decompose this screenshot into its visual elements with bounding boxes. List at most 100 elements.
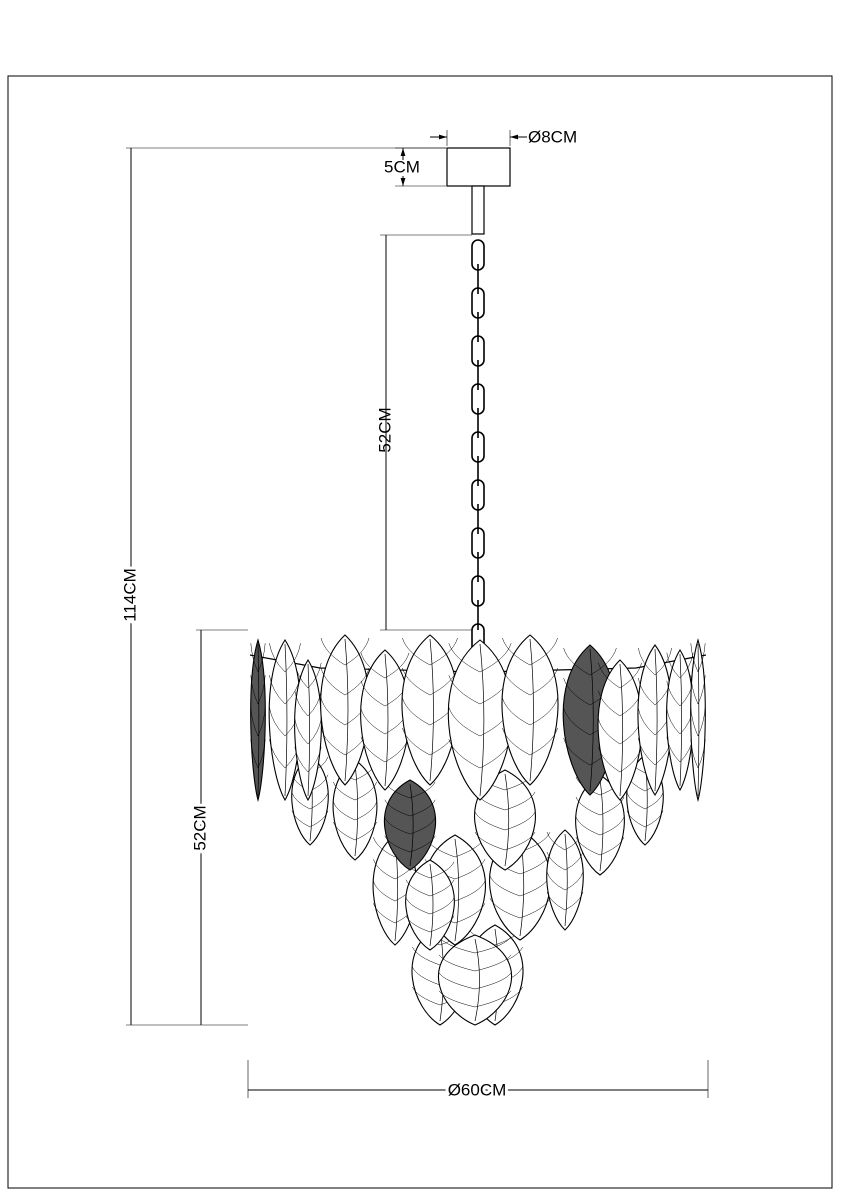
leaves [249,634,707,1026]
leaf [401,634,459,786]
leaf-vein [589,648,594,792]
leaf-outline [666,648,694,792]
leaf-vein [384,653,389,787]
leaf-outline [250,638,266,803]
leaf-vein [429,863,434,947]
leaf-vein [291,810,329,828]
leaf [546,829,584,931]
leaf-vein [354,763,359,857]
chain [471,239,485,655]
leaf-vein [575,816,625,836]
leaf-vein [438,954,512,972]
leaf-vein [269,643,301,673]
leaf-vein [626,810,664,828]
leaf [437,934,513,1026]
leaf-vein [546,871,584,891]
leaf-vein [294,662,322,689]
frame [7,75,833,1189]
leaf-vein [448,643,512,673]
leaf [690,638,706,803]
leaf-vein [546,891,584,911]
leaf [250,638,266,803]
leaf-vein [409,783,414,867]
leaf-vein [320,667,370,696]
leaf-vein [504,773,510,867]
leaf-vein [344,638,349,782]
leaf-vein [307,663,310,797]
leaf-vein [405,897,455,915]
leaf-vein [250,643,266,673]
leaf-vein [697,643,700,797]
leaf-vein [333,821,377,841]
rod [471,185,485,235]
leaf-vein [250,739,266,769]
leaf-vein [619,663,624,797]
leaf-vein [384,817,436,835]
leaf [332,759,378,861]
dimension-label: 5CM [384,157,420,176]
leaf-vein [257,643,260,797]
dimension-label: 52CM [375,407,394,452]
leaf [383,779,437,871]
leaf-vein [474,938,480,1022]
leaf-vein [474,831,536,851]
leaf [666,648,694,792]
leaf-outline [383,779,437,871]
leaf-outline [405,859,455,951]
leaf [597,659,643,801]
leaf-vein [454,838,460,942]
dimension-label: Ø8CM [528,127,577,146]
leaf-vein [690,707,706,737]
leaf-vein [502,667,558,696]
leaf [405,859,455,951]
chain-length-dimension: 52CM [375,234,472,631]
leaf-vein [546,851,584,871]
leaf-vein [626,792,664,810]
leaf-outline [546,829,584,931]
leaf-vein [575,796,625,816]
body-diameter-dimension: Ø60CM [247,1060,709,1102]
leaf-vein [529,638,534,782]
leaf-vein [291,792,329,810]
leaf-outline [474,769,536,871]
leaf-vein [690,675,706,705]
leaf-vein [563,647,617,676]
leaf-vein [502,727,558,756]
leaf-vein [598,662,642,689]
leaf-vein [474,811,536,831]
leaf-vein [637,647,673,676]
leaf-vein [250,675,266,705]
canopy-height-dimension: 5CM [384,147,446,187]
leaf [575,774,625,876]
dimension-label: 52CM [190,805,209,850]
leaf-vein [564,833,568,927]
leaf-vein [333,801,377,821]
leaf-vein [489,898,551,919]
canopy-diameter-dimension: Ø8CM [430,127,577,146]
leaf-vein [320,637,370,666]
leaf-vein [405,915,455,933]
leaf [320,634,370,786]
leaf-outline [690,638,706,803]
leaf-vein [654,648,658,792]
leaf-outline [332,759,378,861]
leaf-vein [690,643,706,673]
leaf-vein [479,643,485,797]
leaf-vein [360,652,410,679]
leaf-outline [501,634,559,786]
leaf-vein [294,746,322,773]
leaf-vein [405,879,455,897]
leaf-vein [429,638,434,782]
leaf-vein [599,778,604,872]
leaf-vein [575,836,625,856]
leaf-vein [666,652,694,679]
leaf-vein [384,835,436,853]
leaf-vein [502,637,558,666]
leaf-vein [438,990,512,1008]
leaf-vein [333,781,377,801]
leaf-vein [502,697,558,726]
leaf-vein [250,707,266,737]
leaf-vein [294,718,322,745]
leaf-vein [690,739,706,769]
